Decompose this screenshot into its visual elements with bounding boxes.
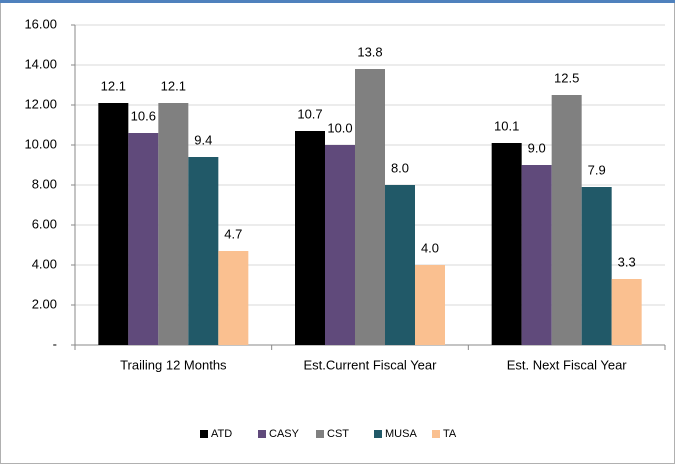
legend-swatch	[258, 430, 266, 438]
legend-swatch	[374, 430, 382, 438]
bar	[218, 251, 249, 345]
y-tick-label: 14.00	[24, 56, 57, 71]
data-label: 4.7	[224, 226, 242, 241]
data-label: 7.9	[588, 162, 606, 177]
legend-swatch	[200, 430, 208, 438]
bar	[551, 95, 582, 345]
bar	[581, 187, 612, 345]
y-tick-label: 12.00	[24, 96, 57, 111]
data-label: 9.0	[528, 140, 546, 155]
bar	[355, 69, 385, 345]
bar	[521, 165, 552, 345]
bar	[98, 103, 129, 345]
bar	[415, 265, 445, 345]
legend-label: ATD	[211, 428, 232, 440]
legend-swatch	[316, 430, 324, 438]
legend-label: MUSA	[385, 428, 417, 440]
y-tick-label: 8.00	[32, 176, 57, 191]
data-label: 12.5	[554, 70, 579, 85]
x-tick-label: Est. Next Fiscal Year	[507, 357, 628, 372]
y-tick-label: 2.00	[32, 296, 57, 311]
x-tick-label: Est.Current Fiscal Year	[304, 357, 438, 372]
y-tick-label: -	[53, 336, 57, 351]
bar	[491, 143, 522, 345]
data-label: 12.1	[101, 78, 126, 93]
data-label: 8.0	[391, 160, 409, 175]
data-label: 10.7	[297, 106, 322, 121]
bar	[611, 279, 642, 345]
y-tick-label: 4.00	[32, 256, 57, 271]
y-tick-label: 16.00	[24, 16, 57, 31]
bar	[158, 103, 189, 345]
legend-label: TA	[443, 428, 457, 440]
bar	[128, 133, 159, 345]
legend-label: CST	[327, 428, 349, 440]
data-label: 10.0	[327, 120, 352, 135]
bar	[385, 185, 415, 345]
data-label: 12.1	[161, 78, 186, 93]
data-label: 10.1	[494, 118, 519, 133]
data-label: 10.6	[131, 108, 156, 123]
data-label: 4.0	[421, 240, 439, 255]
data-label: 3.3	[618, 254, 636, 269]
bar	[295, 131, 325, 345]
y-tick-label: 10.00	[24, 136, 57, 151]
legend-swatch	[432, 430, 440, 438]
data-label: 9.4	[194, 132, 212, 147]
data-label: 13.8	[357, 44, 382, 59]
y-tick-label: 6.00	[32, 216, 57, 231]
bar	[325, 145, 355, 345]
bar	[188, 157, 219, 345]
x-tick-label: Trailing 12 Months	[120, 357, 227, 372]
legend-label: CASY	[269, 428, 300, 440]
